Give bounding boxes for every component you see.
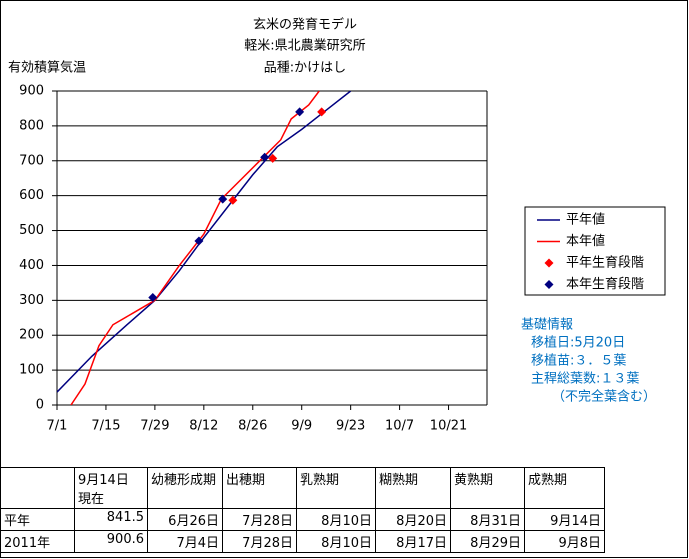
legend-label: 本年生育段階: [566, 276, 644, 292]
y-tick-label: 700: [19, 153, 44, 168]
stage-point: [228, 195, 238, 205]
y-tick-label: 200: [19, 328, 44, 343]
y-tick-label: 900: [19, 84, 44, 99]
table-cell: 841.5: [74, 508, 148, 531]
table-cell: 2011年: [0, 530, 75, 553]
legend-box: [524, 206, 666, 296]
table-cell: 乳熟期: [296, 467, 376, 509]
x-tick-label: 9/23: [336, 419, 365, 434]
info-note: 移植苗:３．５葉: [531, 354, 626, 369]
table-cell: 7月28日: [222, 508, 297, 531]
table-cell: 成熟期: [524, 467, 605, 509]
y-tick-label: 600: [19, 188, 44, 203]
y-tick-label: 0: [36, 398, 44, 413]
y-tick-label: 800: [19, 118, 44, 133]
x-tick-label: 10/7: [385, 419, 414, 434]
table-cell: 8月17日: [375, 530, 451, 553]
legend-marker: [544, 258, 554, 268]
info-note: （不完全葉含む）: [552, 389, 656, 405]
y-axis-label: 有効積算気温: [8, 60, 86, 76]
legend-label: 平年値: [566, 212, 605, 228]
table-cell: [0, 467, 75, 509]
stage-point: [317, 107, 327, 117]
stage-point: [260, 152, 270, 162]
table-row: 9月14日 現在 幼穂形成期 出穂期 乳熟期 糊熟期 黄熟期 成熟期: [0, 467, 605, 509]
stage-point: [218, 194, 228, 204]
table-cell: 8月10日: [296, 530, 376, 553]
series-line: [57, 91, 352, 393]
stage-table: 9月14日 現在 幼穂形成期 出穂期 乳熟期 糊熟期 黄熟期 成熟期 平年 841.5 6月26日…: [0, 467, 605, 553]
y-tick-label: 500: [19, 223, 44, 238]
table-cell: 9月14日: [524, 508, 605, 531]
table-cell: 8月29日: [450, 530, 525, 553]
chart-subtitle: 軽米:県北農業研究所: [244, 38, 365, 54]
table-cell: 9月8日: [524, 530, 605, 553]
table-cell: 9月14日 現在: [74, 467, 148, 509]
table-cell: 黄熟期: [450, 467, 525, 509]
table-cell: 平年: [0, 508, 75, 531]
legend-label: 本年値: [566, 233, 605, 249]
x-tick-label: 10/21: [430, 419, 467, 434]
table-cell: 幼穂形成期: [147, 467, 223, 509]
chart-title: 玄米の発育モデル: [253, 17, 357, 33]
series-line: [70, 91, 320, 405]
stage-point: [295, 107, 305, 117]
x-tick-label: 8/12: [189, 419, 218, 434]
stage-point: [194, 236, 204, 246]
info-note: 移植日:5月20日: [531, 336, 625, 351]
table-cell: 出穂期: [222, 467, 297, 509]
legend-label: 平年生育段階: [566, 255, 644, 271]
stage-point: [148, 293, 158, 303]
y-tick-label: 300: [19, 293, 44, 308]
x-tick-label: 8/26: [238, 419, 267, 434]
y-tick-label: 400: [19, 258, 44, 273]
table-row: 平年 841.5 6月26日 7月28日 8月10日 8月20日 8月31日 9月14日: [0, 508, 605, 531]
legend-marker: [544, 280, 554, 289]
x-tick-label: 9/9: [291, 419, 312, 434]
stage-point: [268, 153, 278, 163]
y-tick-label: 100: [19, 363, 44, 378]
table-cell: 7月28日: [222, 530, 297, 553]
chart-variety: 品種:かけはし: [264, 60, 346, 76]
table-cell: 8月31日: [450, 508, 525, 531]
table-cell: 8月10日: [296, 508, 376, 531]
table-cell: 900.6: [74, 530, 148, 553]
info-note: 基礎情報: [521, 318, 573, 333]
x-tick-label: 7/29: [140, 419, 169, 434]
table-cell: 6月26日: [147, 508, 223, 531]
table-cell: 7月4日: [147, 530, 223, 553]
table-cell: 8月20日: [375, 508, 451, 531]
table-cell: 糊熟期: [375, 467, 451, 509]
x-tick-label: 7/1: [47, 419, 68, 434]
info-note: 主稈総葉数:１３葉: [531, 372, 639, 387]
x-tick-label: 7/15: [91, 419, 120, 434]
table-row: 2011年 900.6 7月4日 7月28日 8月10日 8月17日 8月29日 9月8日: [0, 530, 605, 553]
